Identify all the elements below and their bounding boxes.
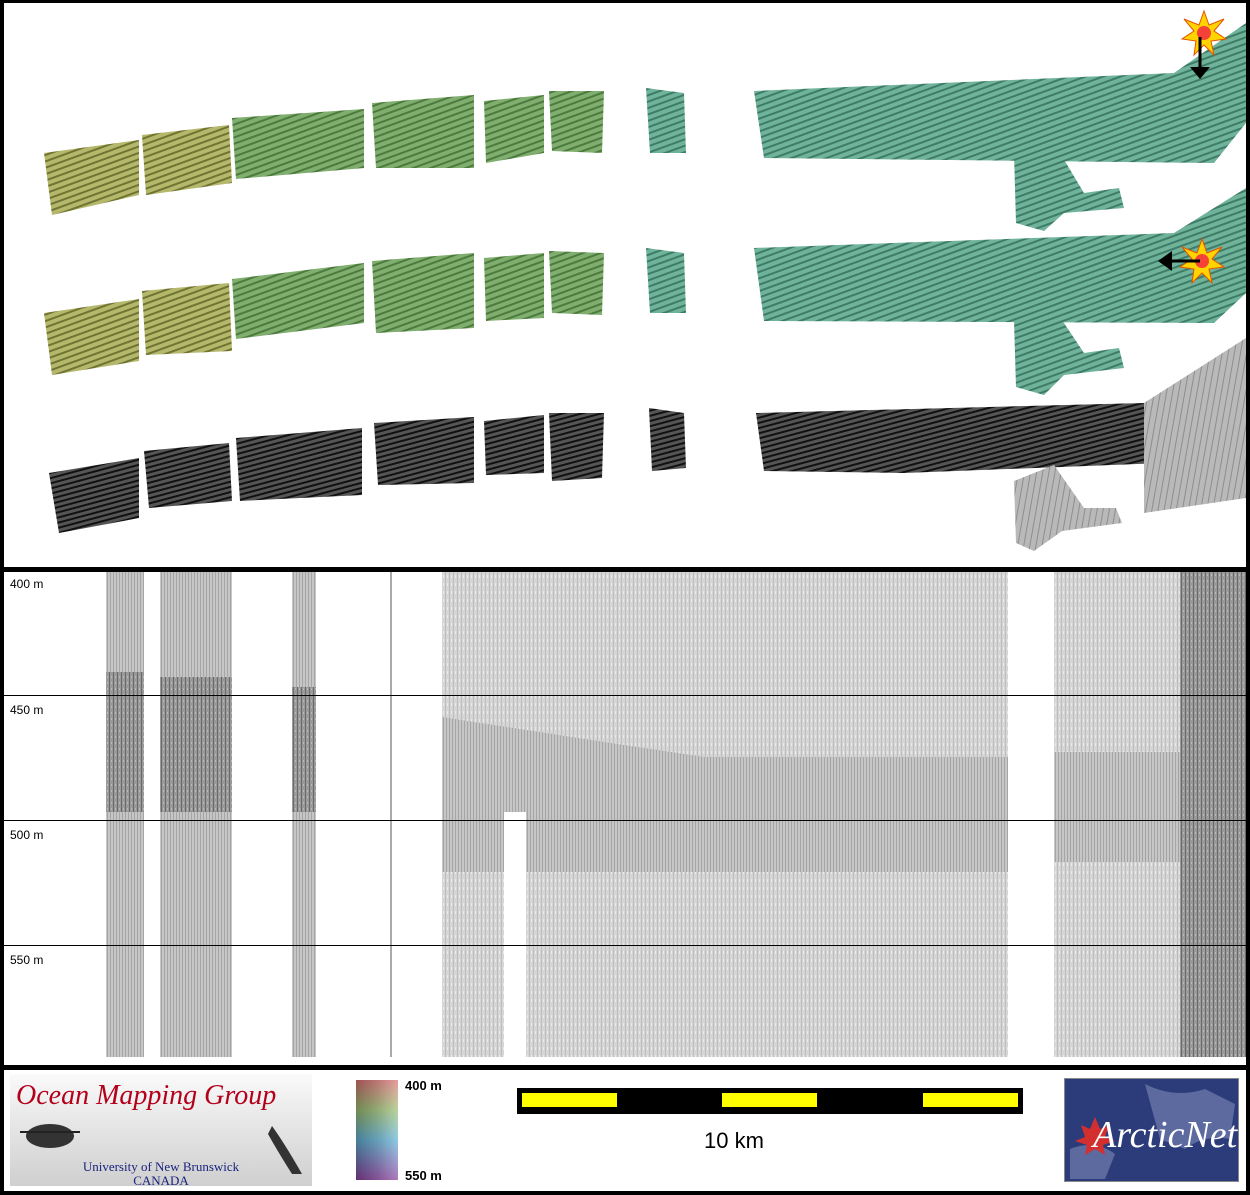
depth-label-550: 550 m (10, 953, 44, 967)
scale-bar-segment (923, 1093, 1018, 1107)
starburst-icon (1180, 9, 1228, 57)
mosaic-strip-2 (44, 188, 1246, 395)
omg-country: CANADA (133, 1173, 189, 1187)
arcticnet-text: ArcticNet (1093, 1114, 1238, 1156)
depth-colorbar (356, 1080, 398, 1180)
maple-leaf-icon (1075, 1117, 1115, 1155)
scale-bar (517, 1088, 1023, 1114)
omg-logo: Ocean Mapping Group University of New Br… (10, 1074, 312, 1186)
omg-title: Ocean Mapping Group (16, 1080, 277, 1111)
omg-university-name: University of New Brunswick (82, 1159, 240, 1174)
arcticnet-logo: ArcticNet (1064, 1078, 1239, 1182)
scale-bar-segment (522, 1093, 617, 1107)
depth-gridline (4, 945, 1246, 946)
arrow-left-icon (1158, 251, 1200, 271)
depth-gridline (4, 695, 1246, 696)
colorbar-top-label: 400 m (405, 1078, 442, 1093)
colorbar-bottom-label: 550 m (405, 1168, 442, 1183)
swath-mosaic-drawing (44, 9, 1246, 551)
scale-bar-segment (722, 1093, 817, 1107)
depth-label-450: 450 m (10, 703, 44, 717)
legend-panel: Ocean Mapping Group University of New Br… (4, 1070, 1246, 1191)
mosaic-strip-3 (49, 338, 1246, 551)
scale-bar-label: 10 km (704, 1128, 764, 1153)
mosaic-strip-1 (44, 23, 1246, 231)
omg-logo-artwork (20, 1124, 302, 1174)
depth-gridline (4, 820, 1246, 821)
depth-label-500: 500 m (10, 828, 44, 842)
omg-university: University of New Brunswick CANADA (10, 1159, 312, 1187)
water-column-profile: 400 m 450 m 500 m 550 m (4, 572, 1246, 1065)
depth-label-400: 400 m (10, 577, 44, 591)
profile-drawing (106, 572, 1246, 1057)
arcticnet-map-artwork (1070, 1084, 1235, 1179)
starburst-icon (1178, 237, 1226, 285)
arrow-down-icon (1190, 37, 1210, 79)
swath-mosaic-panel (4, 3, 1246, 567)
